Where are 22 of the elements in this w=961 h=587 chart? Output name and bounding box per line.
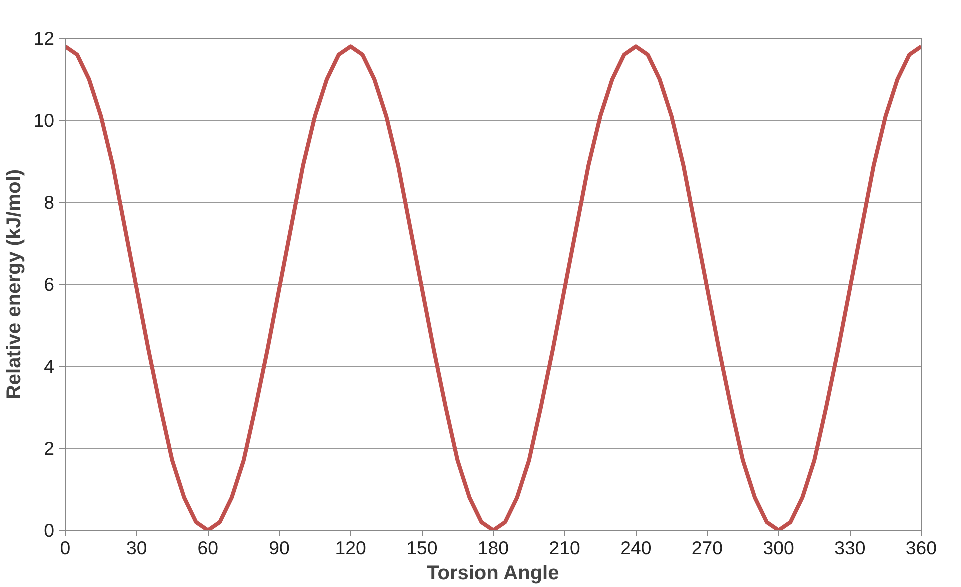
x-tick-label: 90 bbox=[269, 538, 290, 558]
x-tick-label: 0 bbox=[60, 538, 71, 558]
y-tick-label: 4 bbox=[44, 356, 55, 377]
y-axis-title: Relative energy (kJ/mol) bbox=[4, 169, 26, 400]
x-tick-label: 240 bbox=[620, 538, 652, 558]
y-tick-label: 0 bbox=[44, 520, 55, 541]
x-tick-label: 30 bbox=[126, 538, 148, 558]
x-tick-label: 180 bbox=[478, 538, 510, 558]
y-tick-label: 10 bbox=[34, 110, 55, 131]
x-tick-label: 150 bbox=[406, 538, 438, 558]
y-tick-label: 6 bbox=[44, 274, 55, 295]
y-tick-label: 8 bbox=[44, 192, 55, 213]
x-tick-label: 300 bbox=[763, 538, 794, 558]
x-tick-label: 270 bbox=[692, 538, 724, 558]
x-tick-label: 330 bbox=[834, 538, 866, 558]
y-tick-label: 12 bbox=[34, 28, 55, 49]
x-tick-label: 60 bbox=[198, 538, 219, 558]
x-tick-label: 360 bbox=[906, 538, 938, 558]
x-tick-label: 210 bbox=[549, 538, 580, 558]
x-tick-label: 120 bbox=[335, 538, 366, 558]
x-axis-title: Torsion Angle bbox=[427, 562, 560, 584]
y-tick-label: 2 bbox=[44, 438, 55, 459]
